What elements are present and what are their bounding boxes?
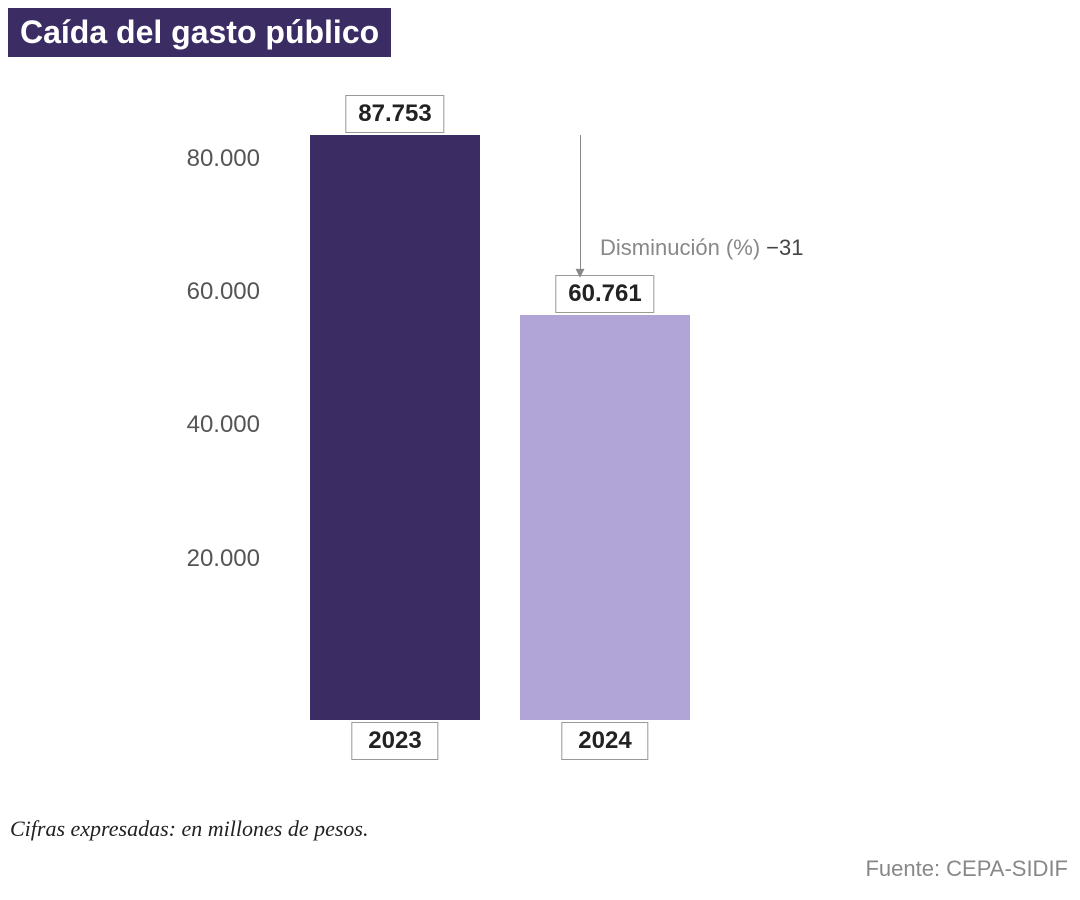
bar-2024: 60.7612024 [520, 315, 690, 720]
decrease-label: Disminución (%)−31 [600, 235, 803, 261]
decrease-arrow-line [580, 135, 581, 271]
bar-value-label: 60.761 [555, 275, 654, 313]
bar-year-label: 2024 [561, 722, 648, 760]
bar-rect [520, 315, 690, 720]
y-axis-tick: 20.000 [150, 545, 260, 573]
footnote-text: Cifras expresadas: en millones de pesos. [10, 816, 368, 841]
chart-title-text: Caída del gasto público [20, 14, 379, 50]
chart-source: Fuente: CEPA-SIDIF [865, 856, 1068, 882]
chart-footnote: Cifras expresadas: en millones de pesos. [10, 816, 368, 842]
bar-2023: 87.7532023 [310, 135, 480, 720]
decrease-arrow-head-icon: ▾ [575, 263, 584, 281]
decrease-value: −31 [766, 235, 803, 260]
chart-title-badge: Caída del gasto público [8, 8, 391, 57]
bar-value-label: 87.753 [345, 95, 444, 133]
chart-area: 20.00040.00060.00080.00087.753202360.761… [150, 120, 850, 760]
y-axis-tick: 40.000 [150, 411, 260, 439]
bar-year-label: 2023 [351, 722, 438, 760]
source-text: Fuente: CEPA-SIDIF [865, 856, 1068, 881]
y-axis-tick: 60.000 [150, 278, 260, 306]
y-axis-tick: 80.000 [150, 145, 260, 173]
bar-rect [310, 135, 480, 720]
decrease-label-text: Disminución (%) [600, 235, 760, 260]
